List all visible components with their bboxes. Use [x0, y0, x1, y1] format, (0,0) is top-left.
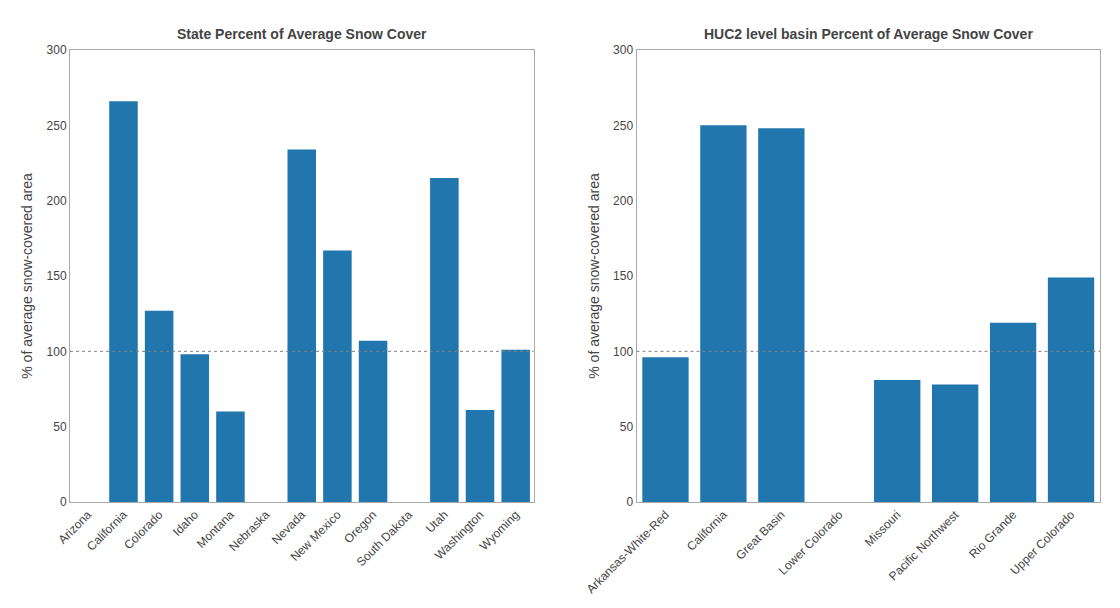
svg-text:Colorado: Colorado [121, 508, 166, 553]
svg-text:Washington: Washington [432, 508, 486, 562]
svg-text:% of average snow-covered area: % of average snow-covered area [19, 173, 35, 379]
svg-text:200: 200 [613, 194, 633, 208]
svg-text:200: 200 [47, 194, 67, 208]
svg-text:% of average snow-covered area: % of average snow-covered area [586, 173, 602, 379]
svg-text:Utah: Utah [423, 508, 451, 536]
svg-text:South Dakota: South Dakota [354, 508, 416, 570]
svg-text:Nevada: Nevada [269, 508, 308, 547]
svg-text:150: 150 [47, 269, 67, 283]
svg-text:Montana: Montana [194, 508, 237, 551]
svg-text:New Mexico: New Mexico [288, 508, 344, 564]
svg-text:Arkansas-White-Red: Arkansas-White-Red [584, 508, 672, 596]
svg-text:Idaho: Idaho [170, 508, 201, 539]
svg-text:0: 0 [626, 495, 633, 509]
svg-text:Upper Colorado: Upper Colorado [1008, 508, 1078, 578]
svg-text:Pacific Northwest: Pacific Northwest [886, 507, 962, 583]
svg-text:Oregon: Oregon [341, 508, 379, 546]
svg-text:Nebraska: Nebraska [226, 508, 272, 554]
svg-text:Wyoming: Wyoming [477, 508, 522, 553]
svg-text:250: 250 [47, 119, 67, 133]
svg-text:100: 100 [613, 345, 633, 359]
svg-text:0: 0 [60, 495, 67, 509]
svg-text:50: 50 [53, 420, 67, 434]
svg-text:HUC2 level basin Percent of Av: HUC2 level basin Percent of Average Snow… [704, 26, 1033, 42]
svg-text:50: 50 [620, 420, 634, 434]
svg-text:Missouri: Missouri [862, 508, 903, 549]
svg-text:Great Basin: Great Basin [733, 508, 788, 563]
svg-text:Rio Grande: Rio Grande [966, 508, 1020, 562]
svg-text:California: California [84, 508, 130, 554]
svg-text:Lower Colorado: Lower Colorado [776, 508, 846, 578]
svg-text:250: 250 [613, 119, 633, 133]
svg-text:State Percent of Average Snow: State Percent of Average Snow Cover [177, 26, 427, 42]
svg-text:300: 300 [613, 43, 633, 57]
svg-text:150: 150 [613, 269, 633, 283]
svg-text:100: 100 [47, 345, 67, 359]
svg-text:Arizona: Arizona [56, 508, 95, 547]
svg-text:California: California [684, 508, 730, 554]
svg-text:300: 300 [47, 43, 67, 57]
